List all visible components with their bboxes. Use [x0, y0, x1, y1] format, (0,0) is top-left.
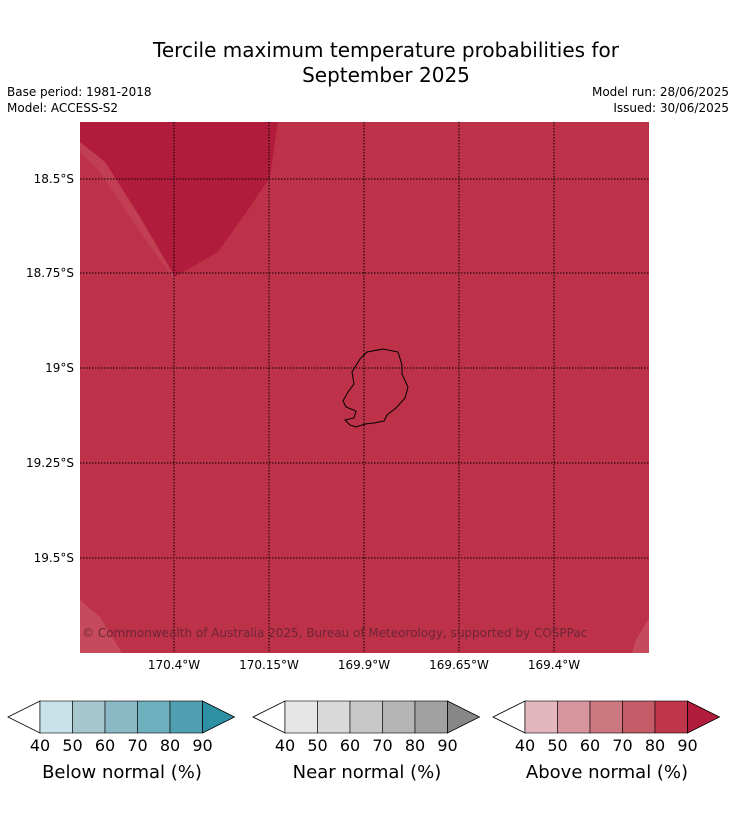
map-panel: © Commonwealth of Australia 2025, Bureau…	[80, 122, 649, 653]
colorbar-segment	[72, 700, 106, 734]
legend-near-normal: 40 50 60 70 80 90 Near normal (%)	[252, 700, 482, 783]
colorbar-segment	[654, 700, 688, 734]
lat-label-18-75: 18.75°S	[26, 266, 74, 280]
title-line-2: September 2025	[302, 63, 470, 87]
lat-label-19-25: 19.25°S	[26, 456, 74, 470]
colorbar-segment	[622, 700, 656, 734]
colorbar-segment	[414, 700, 448, 734]
colorbar-segment	[524, 700, 558, 734]
colorbar-extend-low	[492, 700, 526, 734]
lon-label-169-65: 169.65°W	[429, 658, 489, 672]
legend-title-above: Above normal (%)	[525, 762, 689, 783]
lon-label-169-4: 169.4°W	[527, 658, 581, 672]
colorbar-segment	[39, 700, 73, 734]
colorbar-extend-high	[447, 700, 481, 734]
colorbar-extend-high	[687, 700, 721, 734]
colorbar-ticks-near: 40 50 60 70 80 90	[274, 736, 458, 755]
map-title: Tercile maximum temperature probabilitie…	[0, 38, 736, 88]
legend-above-normal: 40 50 60 70 80 90 Above normal (%)	[492, 700, 722, 783]
colorbar-segment	[382, 700, 416, 734]
copyright-text: © Commonwealth of Australia 2025, Bureau…	[82, 626, 587, 640]
colorbar-extend-low	[7, 700, 41, 734]
lat-label-19: 19°S	[45, 361, 74, 375]
meta-right: Model run: 28/06/2025 Issued: 30/06/2025	[592, 84, 729, 116]
niue-island-outline	[342, 348, 409, 428]
probability-field-sw-70-80	[80, 600, 122, 653]
colorbar-segment	[349, 700, 383, 734]
colorbar-segment	[284, 700, 318, 734]
colorbar-segment	[104, 700, 138, 734]
lon-label-170-4: 170.4°W	[147, 658, 201, 672]
colorbar-segment	[317, 700, 351, 734]
legend-title-below: Below normal (%)	[42, 762, 202, 783]
probability-edge-70-80	[80, 142, 176, 282]
lon-label-169-9: 169.9°W	[337, 658, 391, 672]
lat-label-19-5: 19.5°S	[33, 551, 74, 565]
colorbar-above	[492, 700, 721, 734]
model-name: Model: ACCESS-S2	[7, 101, 119, 115]
colorbar-segment	[589, 700, 623, 734]
colorbar-ticks-below: 40 50 60 70 80 90	[29, 736, 213, 755]
graticule	[80, 122, 649, 653]
colorbar-extend-high	[202, 700, 236, 734]
title-line-1: Tercile maximum temperature probabilitie…	[153, 38, 619, 62]
base-period: Base period: 1981-2018	[7, 85, 152, 99]
lat-label-18-5: 18.5°S	[33, 172, 74, 186]
probability-field-se-70-80	[632, 618, 649, 653]
issued-date: Issued: 30/06/2025	[613, 101, 729, 115]
lon-label-170-15: 170.15°W	[239, 658, 299, 672]
colorbar-below	[7, 700, 236, 734]
legend-below-normal: 40 50 60 70 80 90 Below normal (%)	[7, 700, 237, 783]
legend-title-near: Near normal (%)	[292, 762, 442, 783]
meta-left: Base period: 1981-2018 Model: ACCESS-S2	[7, 84, 152, 116]
colorbar-extend-low	[252, 700, 286, 734]
model-run: Model run: 28/06/2025	[591, 85, 729, 99]
colorbar-near	[252, 700, 481, 734]
colorbar-segment	[137, 700, 171, 734]
colorbar-segment	[557, 700, 591, 734]
colorbar-segment	[169, 700, 203, 734]
colorbar-ticks-above: 40 50 60 70 80 90	[514, 736, 698, 755]
probability-field-90-plus	[80, 122, 278, 277]
